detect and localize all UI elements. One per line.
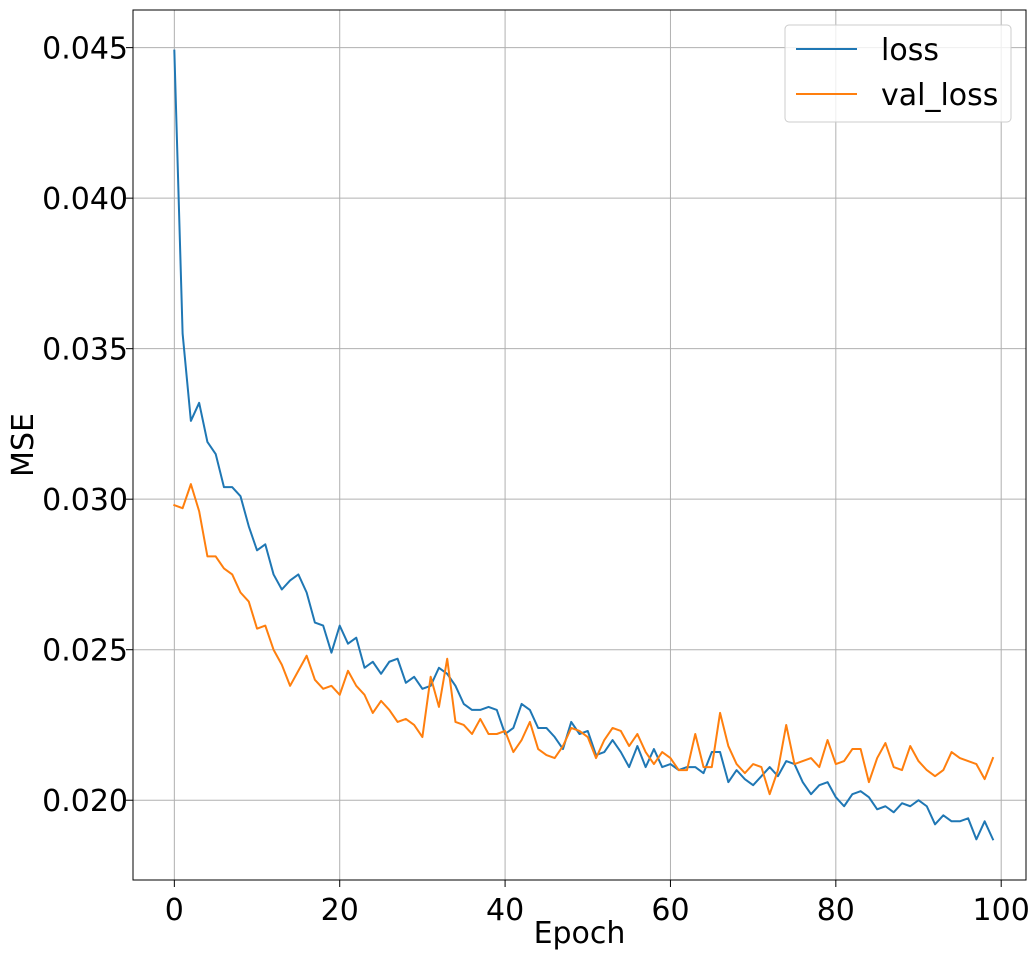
x-tick-label: 40 xyxy=(486,893,524,928)
y-tick-label: 0.020 xyxy=(42,784,128,819)
legend-label-val-loss: val_loss xyxy=(881,78,998,113)
x-tick-label: 80 xyxy=(817,893,855,928)
grid xyxy=(133,10,1026,880)
y-tick-label: 0.045 xyxy=(42,32,128,67)
y-tick-label: 0.025 xyxy=(42,634,128,669)
series-line-loss xyxy=(173,49,995,841)
legend: loss val_loss xyxy=(784,24,1012,123)
y-axis-label: MSE xyxy=(6,413,41,477)
x-axis-label: Epoch xyxy=(534,916,626,951)
x-tick-label: 20 xyxy=(321,893,359,928)
x-tick-label: 100 xyxy=(973,893,1030,928)
y-tick-label: 0.040 xyxy=(42,182,128,217)
legend-label-loss: loss xyxy=(881,33,939,68)
x-tick-label: 0 xyxy=(165,893,184,928)
x-tick-label: 60 xyxy=(651,893,689,928)
series-line-val-loss xyxy=(173,483,995,796)
plot-frame xyxy=(132,9,1027,881)
series-group xyxy=(173,49,995,841)
y-tick-label: 0.035 xyxy=(42,333,128,368)
y-tick-label: 0.030 xyxy=(42,483,128,518)
ticks: 0 20 40 60 80 100 0.020 0.025 0.030 0.035 0.040 0.0… xyxy=(42,32,1030,928)
